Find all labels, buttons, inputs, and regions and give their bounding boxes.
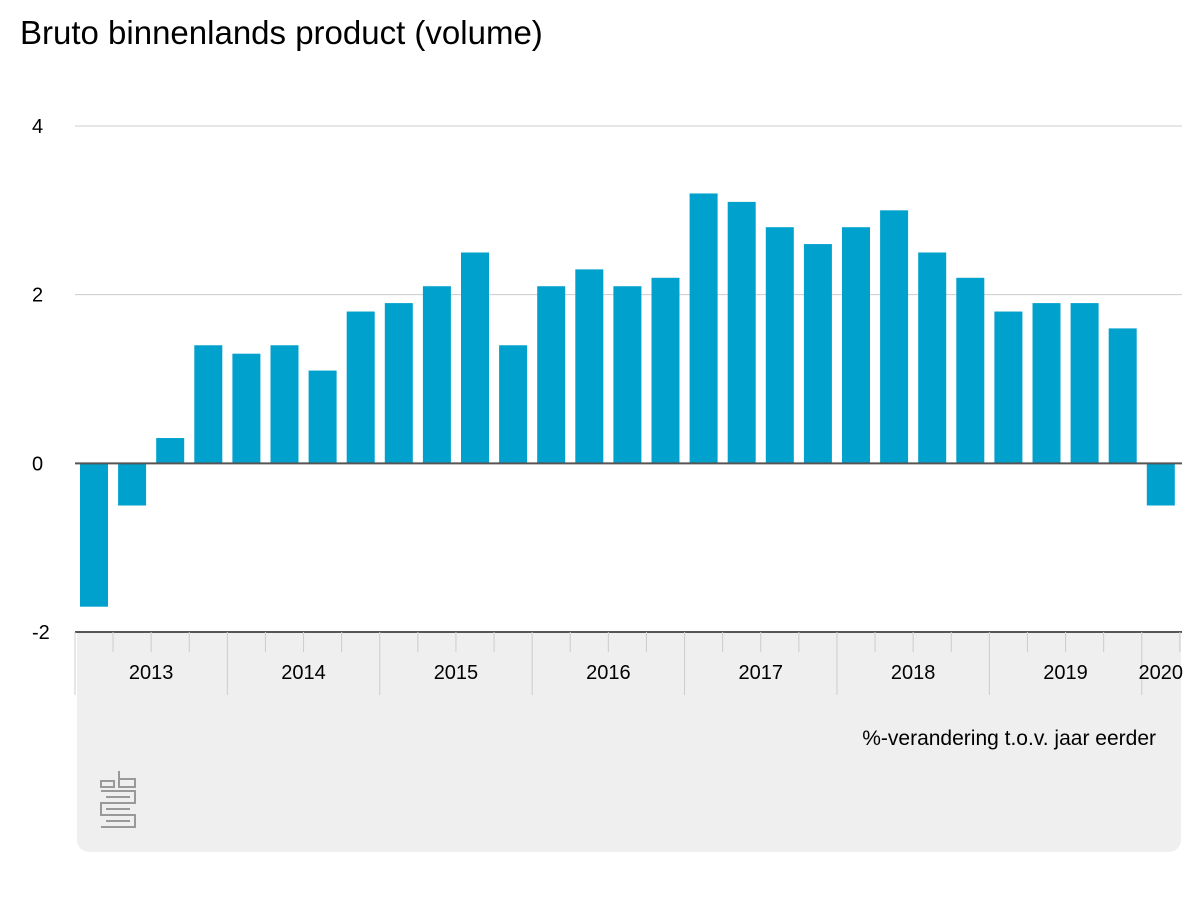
bar-2018-q2 [880,210,909,464]
bar-2016-q1 [537,286,566,464]
bar-2013-q4 [194,345,223,464]
bar-2015-q4 [499,345,528,464]
bars [80,193,1175,607]
grid-lines [75,125,1182,296]
chart-title: Bruto binnenlands product (volume) [20,14,543,51]
bar-2014-q3 [308,370,337,464]
x-tick-label-2016: 2016 [586,662,631,684]
bar-2020-q1 [1146,463,1175,506]
x-tick-label-2020: 2020 [1139,662,1184,684]
bar-2017-q2 [727,201,756,464]
y-axis-ticks: 4 2 0 -2 [32,116,50,644]
unit-label: %-verandering t.o.v. jaar eerder [862,727,1156,750]
bar-2015-q3 [461,252,489,464]
bar-2014-q1 [232,353,261,464]
y-tick-label: -2 [32,622,50,644]
bar-2013-q3 [156,438,185,464]
bar-2019-q4 [1108,328,1137,464]
x-tick-label-2013: 2013 [129,662,174,684]
chart-footer-panel [77,632,1181,852]
cbs-logo-icon [100,771,136,828]
bar-2016-q4 [651,277,680,464]
x-tick-label-2015: 2015 [434,662,479,684]
bar-2015-q1 [384,303,413,464]
bar-2019-q3 [1070,303,1099,464]
bar-2018-q3 [918,252,947,464]
bar-2016-q3 [613,286,642,464]
bar-2014-q4 [346,311,375,464]
bar-2019-q1 [994,311,1023,464]
bar-2015-q2 [422,286,451,464]
x-tick-label-2014: 2014 [281,662,326,684]
x-axis: 2013 2014 2015 2016 2017 2018 2019 2020 [74,631,1184,695]
y-tick-label: 2 [32,285,43,307]
y-tick-label: 0 [32,453,43,475]
x-tick-label-2018: 2018 [891,662,936,684]
x-tick-label-2019: 2019 [1043,662,1088,684]
bar-2017-q1 [689,193,718,464]
bar-2013-q2 [118,463,147,506]
bar-2018-q4 [956,277,985,464]
bar-2013-q1 [80,463,108,607]
bar-2017-q3 [765,227,794,464]
bar-2017-q4 [803,244,832,464]
x-tick-label-2017: 2017 [739,662,784,684]
bar-2016-q2 [575,269,604,464]
y-tick-label: 4 [32,116,43,138]
bar-2018-q1 [842,227,870,464]
bar-2014-q2 [270,345,299,464]
bar-2019-q2 [1032,303,1061,464]
